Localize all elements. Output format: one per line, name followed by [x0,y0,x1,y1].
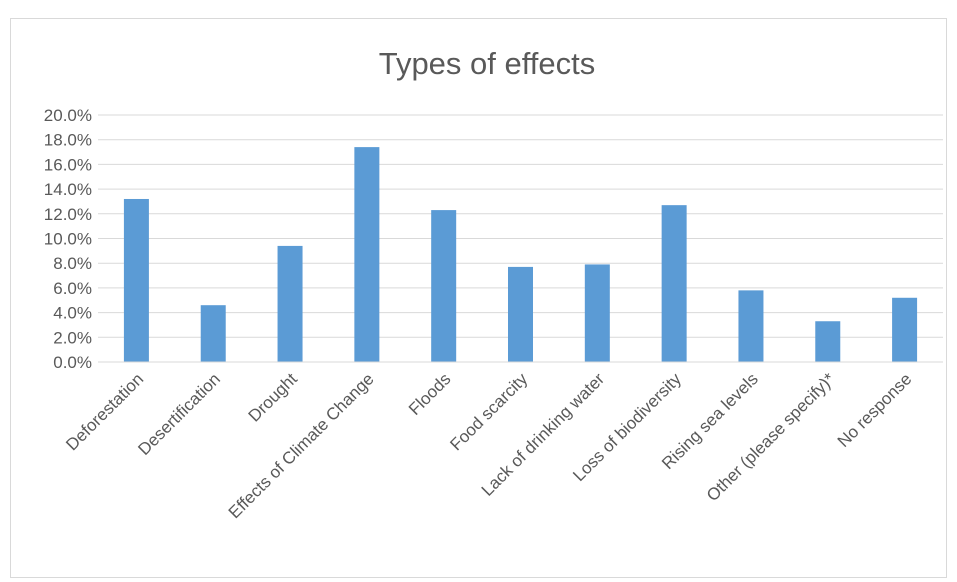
y-tick-label: 8.0% [53,254,92,273]
y-tick-label: 2.0% [53,328,92,347]
x-category-label: No response [834,369,916,451]
y-tick-label: 14.0% [44,180,92,199]
bar [508,266,533,362]
gridlines [98,114,943,338]
x-category-label: Food scarcity [446,369,531,454]
x-category-label: Other (please specify)* [703,369,839,505]
y-tick-label: 12.0% [44,205,92,224]
y-tick-label: 10.0% [44,230,92,249]
bar [584,264,610,362]
y-tick-label: 4.0% [53,304,92,323]
chart-title: Types of effects [379,46,596,81]
bar [123,198,149,362]
y-axis-tick-labels: 0.0% 2.0% 4.0% 6.0% 8.0% 10.0% 12.0% 14.0% 16.0%… [44,106,92,372]
y-tick-label: 20.0% [44,106,92,125]
chart-frame [10,18,947,578]
y-tick-label: 6.0% [53,279,92,298]
x-category-label: Drought [245,369,301,425]
y-tick-label: 0.0% [53,353,92,372]
bar [661,205,687,362]
bar [277,245,303,362]
bars [123,147,918,362]
bar [815,321,841,362]
x-category-label: Floods [405,369,455,419]
bar [738,290,764,362]
bar [200,305,226,362]
bar [892,297,918,362]
y-tick-label: 16.0% [44,155,92,174]
x-category-label: Desertification [134,369,224,459]
bar [354,147,380,362]
bar [431,210,457,362]
x-category-label: Effects of Climate Change [225,369,378,522]
y-tick-label: 18.0% [44,131,92,150]
x-category-label: Deforestation [62,369,147,454]
